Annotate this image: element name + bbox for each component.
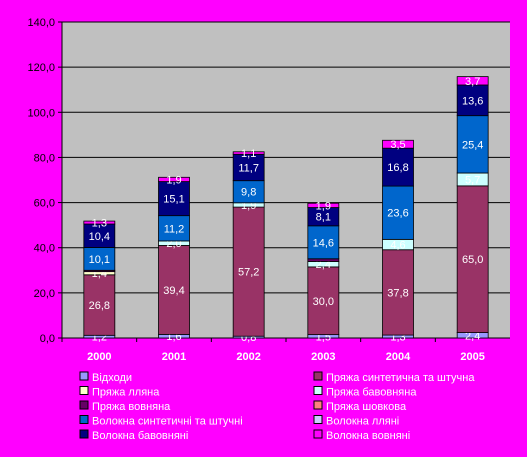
legend-swatch: [79, 400, 89, 410]
data-label: 10,4: [89, 231, 110, 243]
legend-swatch: [79, 371, 89, 381]
legend-label: Пряжа шовкова: [326, 401, 407, 413]
data-label: 3,7: [465, 76, 480, 88]
data-label: 65,0: [462, 254, 483, 266]
y-tick-label: 0,0: [40, 333, 55, 345]
legend-swatch: [313, 400, 323, 410]
legend-swatch: [313, 415, 323, 424]
y-tick-label: 100,0: [27, 107, 55, 119]
data-label: 2,4: [316, 259, 331, 271]
legend-label: Волокна синтетичні та штучні: [92, 416, 243, 428]
data-label: 13,6: [462, 95, 483, 107]
y-tick-label: 140,0: [27, 17, 55, 29]
y-tick-label: 120,0: [27, 62, 55, 74]
data-label: 9,8: [241, 187, 256, 199]
data-label: 30,0: [313, 296, 334, 308]
data-label: 15,1: [163, 194, 184, 206]
bar-segment: [83, 220, 116, 225]
data-label: 37,8: [387, 287, 408, 299]
bar-segment: [307, 225, 340, 260]
legend-label: Відходи: [92, 372, 132, 384]
bar-segment: [382, 249, 414, 336]
bar-segment: [232, 153, 265, 182]
bar-segment: [158, 176, 190, 182]
bar-segment: [456, 185, 489, 333]
y-tick-label: 20,0: [34, 288, 55, 300]
data-label: 14,6: [313, 237, 334, 249]
data-label: 1,9: [166, 174, 181, 186]
data-label: 1,9: [316, 200, 331, 212]
legend-label: Волокна лляні: [326, 416, 399, 428]
bar-segment: [307, 202, 340, 208]
bar-segment: [382, 147, 414, 187]
bar-segment: [83, 274, 116, 336]
data-label: 5,7: [465, 174, 480, 186]
legend-swatch: [313, 371, 323, 381]
bar-segment: [382, 185, 414, 240]
data-label: 25,4: [462, 139, 483, 151]
legend-swatch: [79, 415, 89, 424]
y-tick-label: 40,0: [34, 243, 55, 255]
x-tick-label: 2002: [236, 351, 260, 363]
bar-segment: [307, 258, 340, 262]
data-label: 23,6: [387, 208, 408, 220]
bar-segment: [382, 139, 414, 149]
legend-label: Пряжа бавовняна: [326, 387, 417, 399]
data-label: 4,6: [390, 240, 405, 252]
x-tick-label: 2003: [311, 351, 335, 363]
legend-label: Волокна вовняні: [326, 430, 410, 442]
legend-swatch: [313, 429, 323, 439]
y-tick-label: 80,0: [34, 152, 55, 164]
bar-segment: [456, 76, 489, 86]
data-label: 39,4: [163, 285, 184, 297]
legend-label: Пряжа лляна: [92, 387, 160, 399]
legend-swatch: [313, 386, 323, 395]
y-tick-label: 60,0: [34, 198, 55, 210]
legend-swatch: [79, 429, 89, 439]
legend-label: Пряжа синтетична та штучна: [326, 372, 475, 384]
x-tick-label: 2004: [386, 351, 411, 363]
x-tick-label: 2000: [87, 351, 111, 363]
data-label: 1,3: [92, 218, 107, 230]
data-label: 11,7: [238, 162, 259, 174]
data-label: 3,5: [390, 139, 405, 151]
data-label: 8,1: [316, 212, 331, 224]
x-tick-label: 2005: [460, 351, 484, 363]
bar-segment: [232, 206, 265, 337]
legend-label: Пряжа вовняна: [92, 401, 171, 413]
data-label: 16,8: [387, 162, 408, 174]
plot-area: [62, 22, 510, 338]
legend-swatch: [79, 386, 89, 395]
data-label: 10,1: [89, 254, 110, 266]
data-label: 26,8: [89, 300, 110, 312]
data-label: 11,2: [164, 223, 185, 235]
legend-label: Волокна бавовняні: [92, 430, 188, 442]
data-label: 1,1: [241, 148, 256, 160]
bar-segment: [158, 215, 190, 242]
data-label: 57,2: [238, 267, 259, 279]
x-tick-label: 2001: [162, 351, 186, 363]
bar-segment: [158, 245, 190, 335]
bar-segment: [232, 151, 265, 155]
data-label: 2,4: [465, 330, 480, 342]
